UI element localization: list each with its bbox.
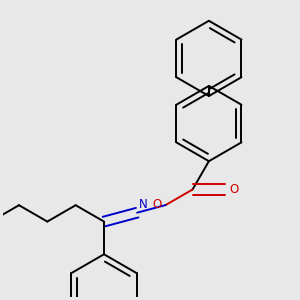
Text: O: O: [152, 198, 161, 211]
Text: O: O: [229, 183, 239, 196]
Text: N: N: [139, 198, 148, 211]
